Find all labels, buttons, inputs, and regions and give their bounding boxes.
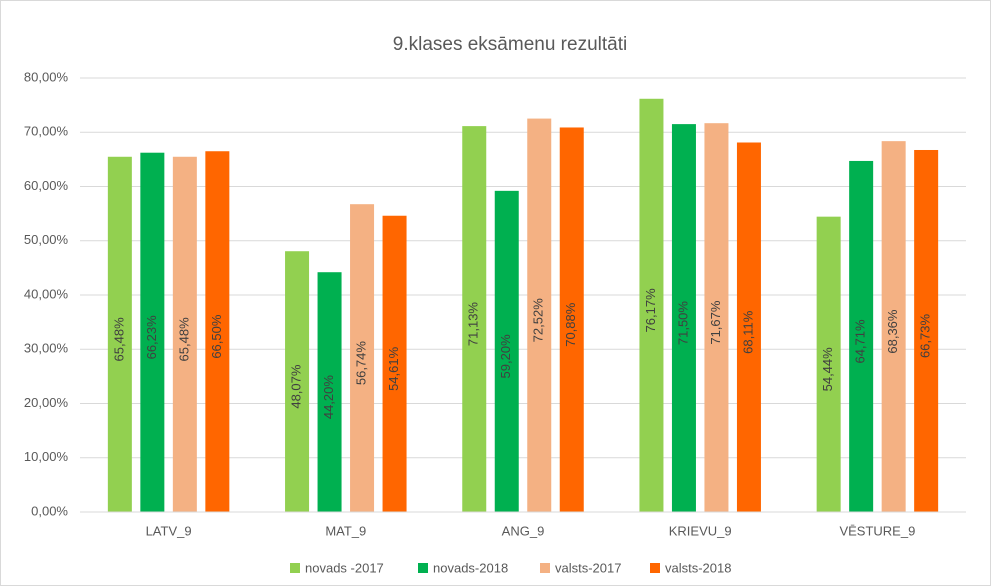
bar [671,124,696,513]
data-label: 59,20% [498,334,513,379]
data-label: 65,48% [176,317,191,362]
x-tick-label: VĒSTURE_9 [839,523,915,538]
data-label: 66,50% [209,314,224,359]
bar [849,160,874,513]
data-label: 71,50% [675,301,690,346]
bar [639,98,664,513]
y-tick-label: 50,00% [24,232,69,247]
legend-label: novads-2018 [433,560,508,575]
bar [704,123,729,512]
legend-label: novads -2017 [305,560,384,575]
bar [350,204,375,513]
x-tick-label: MAT_9 [325,523,366,538]
data-label: 66,73% [918,314,933,359]
data-label: 72,52% [531,298,546,343]
bar [205,151,230,513]
y-tick-label: 60,00% [24,178,69,193]
y-tick-label: 10,00% [24,449,69,464]
data-label: 65,48% [111,317,126,362]
bar [914,149,939,512]
y-tick-label: 80,00% [24,69,69,84]
y-tick-label: 70,00% [24,124,69,139]
legend-label: valsts-2018 [665,560,731,575]
bar [140,152,165,512]
data-label: 71,13% [466,302,481,347]
legend-label: valsts-2017 [555,560,621,575]
bar [736,142,761,513]
bar [494,190,519,512]
data-label: 76,17% [643,288,658,333]
x-tick-label: KRIEVU_9 [669,523,732,538]
y-tick-label: 40,00% [24,286,69,301]
data-label: 56,74% [353,341,368,386]
legend-swatch [418,563,428,573]
data-label: 66,23% [144,315,159,360]
data-label: 48,07% [288,364,303,409]
data-label: 70,88% [563,302,578,347]
data-label: 44,20% [321,375,336,420]
data-label: 54,61% [386,346,401,391]
bar [317,272,342,512]
legend-swatch [650,563,660,573]
bar [172,156,197,512]
chart-title: 9.klases eksāmenu rezultāti [393,34,627,55]
bar [881,141,906,512]
legend-swatch [290,563,300,573]
data-label: 68,11% [740,310,755,354]
bar [382,215,407,512]
x-tick-label: LATV_9 [146,523,192,538]
data-label: 54,44% [820,347,835,392]
data-label: 71,67% [708,300,723,345]
bar [462,126,487,512]
bar [527,118,552,512]
y-tick-label: 20,00% [24,395,69,410]
y-tick-label: 30,00% [24,341,69,356]
bar [107,156,132,512]
y-tick-label: 0,00% [31,503,68,518]
data-label: 64,71% [853,319,868,364]
x-tick-label: ANG_9 [502,523,545,538]
data-label: 68,36% [885,309,900,354]
bar [285,251,310,512]
bar [559,127,584,512]
bar [816,216,841,512]
legend-swatch [540,563,550,573]
